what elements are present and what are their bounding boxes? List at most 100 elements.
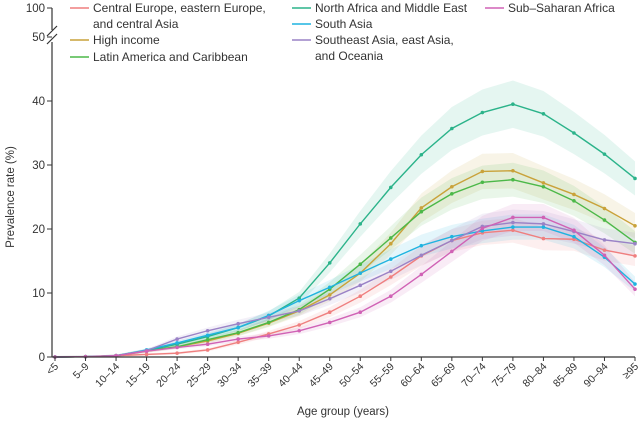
data-point (419, 243, 424, 248)
y-tick-label: 10 (32, 288, 45, 300)
data-point (633, 176, 637, 181)
legend-label: Central Europe, eastern Europe, (93, 1, 266, 15)
x-tick-label: 50–54 (337, 361, 366, 390)
data-point (419, 152, 424, 157)
x-tick-label: 85–89 (551, 361, 580, 390)
data-point (450, 192, 454, 196)
x-tick-label: 35–39 (246, 361, 275, 390)
x-tick-label: 40–44 (276, 361, 305, 390)
x-tick-label: ≥95 (620, 361, 640, 382)
data-point (541, 181, 546, 185)
data-point (511, 215, 515, 220)
y-tick-label: 40 (32, 96, 45, 108)
data-point (572, 234, 576, 239)
x-tick-label: 65–69 (429, 361, 458, 390)
x-tick-label: 80–84 (520, 361, 549, 390)
data-point (358, 262, 363, 267)
x-axis-label: Age group (years) (297, 406, 389, 418)
y-tick-label: 100 (26, 3, 45, 15)
y-tick-label: 20 (32, 224, 45, 236)
data-point (236, 330, 240, 335)
x-tick-label: 70–74 (459, 361, 488, 390)
data-point (327, 293, 332, 297)
data-point (266, 334, 271, 338)
data-point (511, 225, 515, 229)
data-point (388, 236, 393, 240)
data-point (511, 220, 515, 225)
data-point (541, 222, 546, 226)
data-point (297, 323, 302, 327)
x-tick-label: 60–64 (398, 361, 427, 390)
data-point (205, 348, 210, 352)
axis-break-mark (46, 33, 58, 45)
data-point (297, 328, 302, 333)
legend-label: South Asia (315, 17, 373, 31)
data-point (388, 275, 393, 279)
legend-label: and central Asia (93, 17, 179, 31)
x-tick-label: 20–24 (154, 361, 183, 390)
y-axis-label: Prevalence rate (%) (5, 146, 17, 248)
data-point (266, 315, 271, 320)
data-point (419, 253, 424, 258)
data-point (175, 351, 179, 355)
data-point (175, 341, 179, 345)
data-point (205, 342, 210, 347)
data-point (327, 310, 332, 315)
data-point (144, 349, 149, 354)
data-point (450, 249, 454, 254)
y-tick-label: 0 (39, 352, 45, 364)
data-point (450, 238, 454, 243)
data-point (602, 248, 607, 252)
data-point (236, 340, 240, 345)
data-point (358, 271, 363, 275)
data-point (450, 126, 454, 131)
data-point (541, 112, 546, 116)
data-point (602, 218, 607, 222)
legend-label: and Oceania (315, 49, 383, 63)
legend-label: Latin America and Caribbean (93, 50, 248, 64)
data-point (419, 272, 424, 277)
data-point (633, 282, 637, 286)
data-point (327, 285, 332, 290)
data-point (633, 254, 637, 258)
data-point (327, 320, 332, 325)
data-point (297, 298, 302, 303)
data-point (633, 224, 637, 228)
data-point (388, 257, 393, 261)
data-point (572, 199, 576, 203)
data-point (602, 253, 607, 258)
legend: Central Europe, eastern Europe, and centr… (70, 1, 615, 64)
data-point (480, 180, 485, 185)
data-point (602, 238, 607, 242)
data-point (175, 345, 179, 350)
data-point (358, 294, 363, 299)
uncertainty-band (55, 162, 635, 357)
data-point (572, 228, 576, 233)
series-line (54, 221, 636, 358)
data-point (236, 337, 240, 341)
data-point (572, 237, 576, 242)
y-tick-label: 50 (32, 32, 45, 44)
uncertainty-band (55, 209, 635, 357)
x-tick-label: 75–79 (490, 361, 519, 390)
data-point (419, 206, 424, 210)
data-point (511, 102, 515, 106)
x-tick-label: <5 (44, 361, 61, 378)
data-point (480, 229, 485, 233)
data-point (450, 234, 454, 239)
x-tick-label: 90–94 (581, 361, 610, 390)
data-point (511, 168, 515, 173)
data-point (358, 283, 363, 288)
data-point (144, 352, 149, 357)
data-point (419, 209, 424, 214)
data-point (358, 310, 363, 315)
x-tick-label: 15–19 (124, 361, 153, 390)
x-tick-label: 55–59 (368, 361, 397, 390)
series-lines (53, 102, 637, 359)
data-point (633, 287, 637, 291)
y-tick-label: 30 (32, 160, 45, 172)
data-point (205, 333, 210, 338)
data-point (572, 131, 576, 135)
data-point (388, 294, 393, 299)
